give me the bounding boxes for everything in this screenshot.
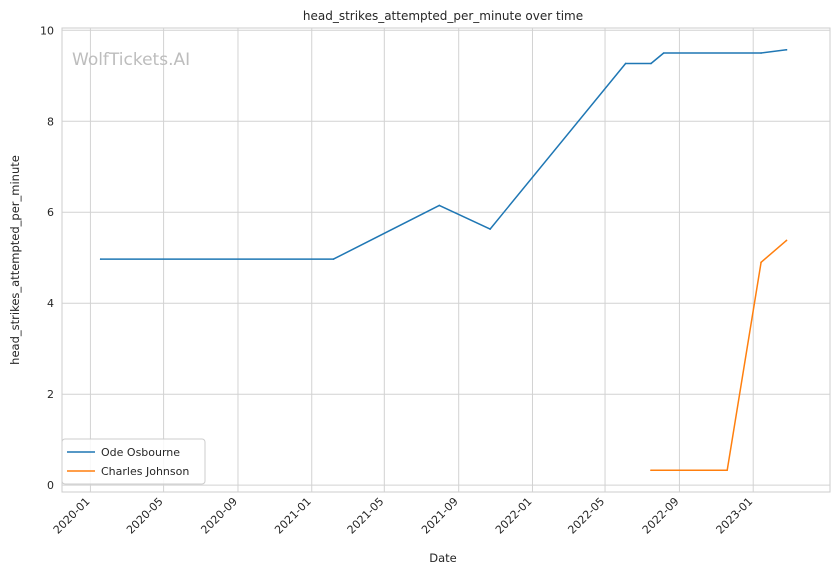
y-tick-label: 8 [47, 115, 54, 128]
legend: Ode Osbourne Charles Johnson [61, 438, 206, 485]
x-tick-label: 2021-01 [272, 495, 314, 537]
x-tick-label: 2020-01 [51, 495, 93, 537]
x-tick-label: 2021-09 [419, 495, 461, 537]
legend-label-ode-osbourne: Ode Osbourne [101, 446, 180, 459]
y-tick-label: 10 [40, 24, 54, 37]
data-point-ode-osbourne [785, 49, 788, 51]
y-axis-label: head_strikes_attempted_per_minute [8, 155, 22, 365]
x-tick-label: 2022-01 [493, 495, 535, 537]
data-point-ode-osbourne [624, 62, 627, 65]
data-point-charles-johnson [726, 469, 728, 471]
data-point-ode-osbourne [760, 52, 762, 54]
plot-area [61, 27, 831, 493]
chart-title: head_strikes_attempted_per_minute over t… [303, 9, 583, 23]
x-tick-label: 2023-01 [714, 495, 756, 537]
legend-label-charles-johnson: Charles Johnson [101, 465, 189, 478]
y-axis-ticks: 0 2 4 6 8 10 [40, 24, 54, 492]
data-point-charles-johnson [785, 239, 788, 242]
x-tick-label: 2022-05 [565, 495, 607, 537]
data-point-charles-johnson [650, 469, 652, 471]
series-line-charles-johnson [650, 239, 788, 471]
x-tick-label: 2022-09 [640, 495, 682, 537]
data-point-ode-osbourne [332, 258, 335, 260]
y-tick-label: 6 [47, 206, 54, 219]
data-point-ode-osbourne [438, 204, 441, 207]
x-tick-label: 2021-05 [345, 495, 387, 537]
series-lines [99, 49, 788, 471]
data-point-ode-osbourne [99, 258, 102, 260]
data-point-ode-osbourne [489, 228, 491, 230]
y-tick-label: 0 [47, 479, 54, 492]
y-tick-label: 4 [47, 297, 54, 310]
legend-box [61, 438, 206, 485]
x-axis-ticks: 2020-01 2020-05 2020-09 2021-01 2021-05 2021-… [51, 495, 755, 537]
data-point-ode-osbourne [650, 62, 652, 65]
data-point-ode-osbourne [662, 52, 665, 54]
watermark: WolfTickets.AI [72, 50, 190, 70]
x-axis-label: Date [429, 551, 457, 565]
grid [62, 28, 830, 492]
x-tick-label: 2020-05 [124, 495, 166, 537]
data-point-charles-johnson [760, 261, 762, 264]
x-tick-label: 2020-09 [198, 495, 240, 537]
y-tick-label: 2 [47, 388, 54, 401]
